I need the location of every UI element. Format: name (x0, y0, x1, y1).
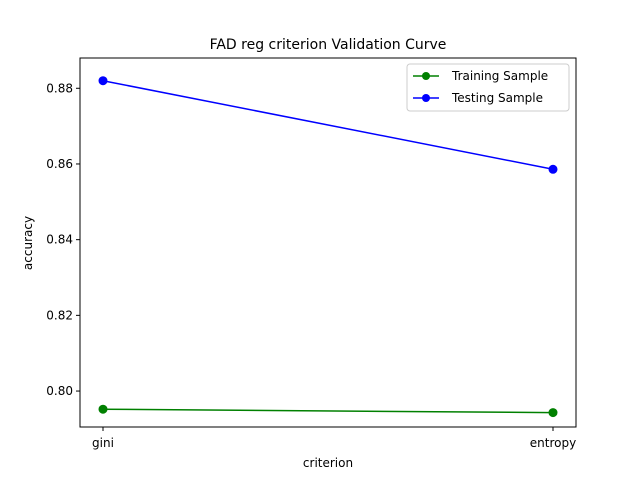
legend-label-testing-sample: Testing Sample (451, 91, 543, 105)
data-point-testing-sample-entropy (548, 164, 558, 174)
legend-marker-training-sample (422, 72, 430, 80)
y-axis: 0.80 0.82 0.84 0.86 0.88 (46, 81, 80, 398)
plot-area (79, 57, 577, 428)
series-line-training-sample (102, 408, 554, 414)
series-layer (98, 76, 558, 418)
data-point-testing-sample-gini (98, 76, 108, 86)
y-axis-label: accuracy (21, 216, 35, 270)
y-tick-label: 0.82 (46, 308, 73, 322)
y-tick-label: 0.80 (46, 384, 73, 398)
y-tick-label: 0.86 (46, 157, 73, 171)
y-tick-label: 0.88 (46, 81, 73, 95)
series-line-testing-sample (102, 79, 554, 171)
x-axis: gini entropy (92, 427, 576, 450)
legend-label-training-sample: Training Sample (451, 69, 548, 83)
data-point-training-sample-gini (98, 404, 108, 414)
data-point-training-sample-entropy (548, 408, 558, 418)
legend-marker-testing-sample (422, 94, 430, 102)
x-tick-label-gini: gini (92, 436, 114, 450)
legend: Training Sample Testing Sample (406, 63, 570, 112)
legend-frame (406, 63, 570, 112)
chart-title: FAD reg criterion Validation Curve (210, 37, 447, 53)
y-tick-label: 0.84 (46, 233, 73, 247)
x-tick-label-entropy: entropy (530, 436, 576, 450)
x-axis-label: criterion (303, 456, 353, 470)
